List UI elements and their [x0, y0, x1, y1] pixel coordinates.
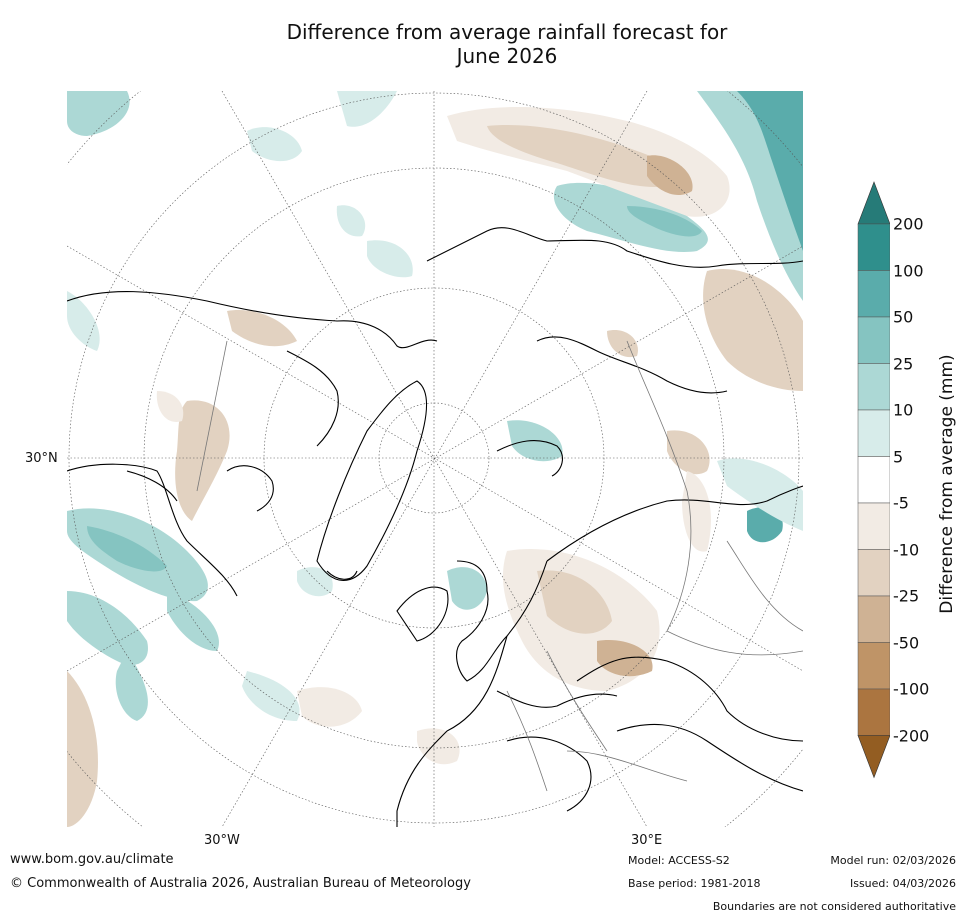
disclaimer: Boundaries are not considered authoritat…: [712, 900, 956, 913]
model-info: Model: ACCESS-S2: [628, 854, 730, 867]
lon-label-30w: 30°W: [204, 833, 240, 848]
country-borders: [196, 340, 803, 792]
colorbar-extend-bottom: [857, 735, 891, 779]
colorbar-swatch: [857, 456, 891, 504]
colorbar-swatch: [857, 363, 891, 411]
colorbar-tick-label: -25: [893, 586, 920, 606]
colorbar-tick-label: -5: [893, 493, 909, 513]
colorbar-swatches: [857, 181, 891, 779]
model-run: Model run: 02/03/2026: [830, 854, 956, 867]
lat-label-30n: 30°N: [25, 451, 58, 466]
colorbar-tick-label: 100: [893, 261, 924, 280]
colorbar-swatch: [857, 549, 891, 597]
colorbar-tick-label: 50: [893, 307, 914, 327]
colorbar-swatch: [857, 223, 891, 271]
colorbar-swatch: [857, 270, 891, 318]
map-canvas: [67, 91, 803, 827]
base-period: Base period: 1981-2018: [628, 877, 761, 890]
issued-date: Issued: 04/03/2026: [849, 877, 956, 890]
colorbar-swatch: [857, 316, 891, 364]
colorbar-tick-label: -100: [893, 679, 930, 699]
dry-anomaly-areas: [67, 106, 803, 827]
coastlines: [67, 227, 803, 827]
colorbar-swatch: [857, 502, 891, 550]
rainfall-anomaly-map[interactable]: [67, 91, 803, 827]
colorbar-swatch: [857, 642, 891, 690]
colorbar: 200 100 50 25 10 5 -5 -10 -25 -50 -100 -200: [840, 180, 965, 790]
colorbar-tick-label: 25: [893, 354, 914, 373]
colorbar-tick-label: -50: [893, 633, 920, 652]
lon-label-30e: 30°E: [631, 833, 663, 848]
colorbar-tick-label: 200: [893, 214, 924, 234]
colorbar-tick-label: -200: [893, 726, 930, 745]
colorbar-swatch: [857, 688, 891, 736]
colorbar-tick-label: 10: [893, 400, 914, 420]
website-link[interactable]: www.bom.gov.au/climate: [10, 852, 174, 867]
copyright-text: © Commonwealth of Australia 2026, Austra…: [10, 876, 471, 891]
colorbar-swatch: [857, 409, 891, 457]
colorbar-extend-top: [857, 181, 891, 225]
title-line-2: June 2026: [456, 44, 558, 68]
title-line-1: Difference from average rainfall forecas…: [286, 20, 728, 44]
map-title: Difference from average rainfall forecas…: [67, 20, 947, 68]
colorbar-swatch: [857, 595, 891, 643]
wet-anomaly-areas: [67, 91, 803, 721]
graticule: [67, 91, 803, 827]
colorbar-tick-label: 5: [893, 447, 904, 466]
colorbar-title: Difference from average (mm): [937, 354, 957, 614]
colorbar-tick-label: -10: [893, 540, 920, 559]
